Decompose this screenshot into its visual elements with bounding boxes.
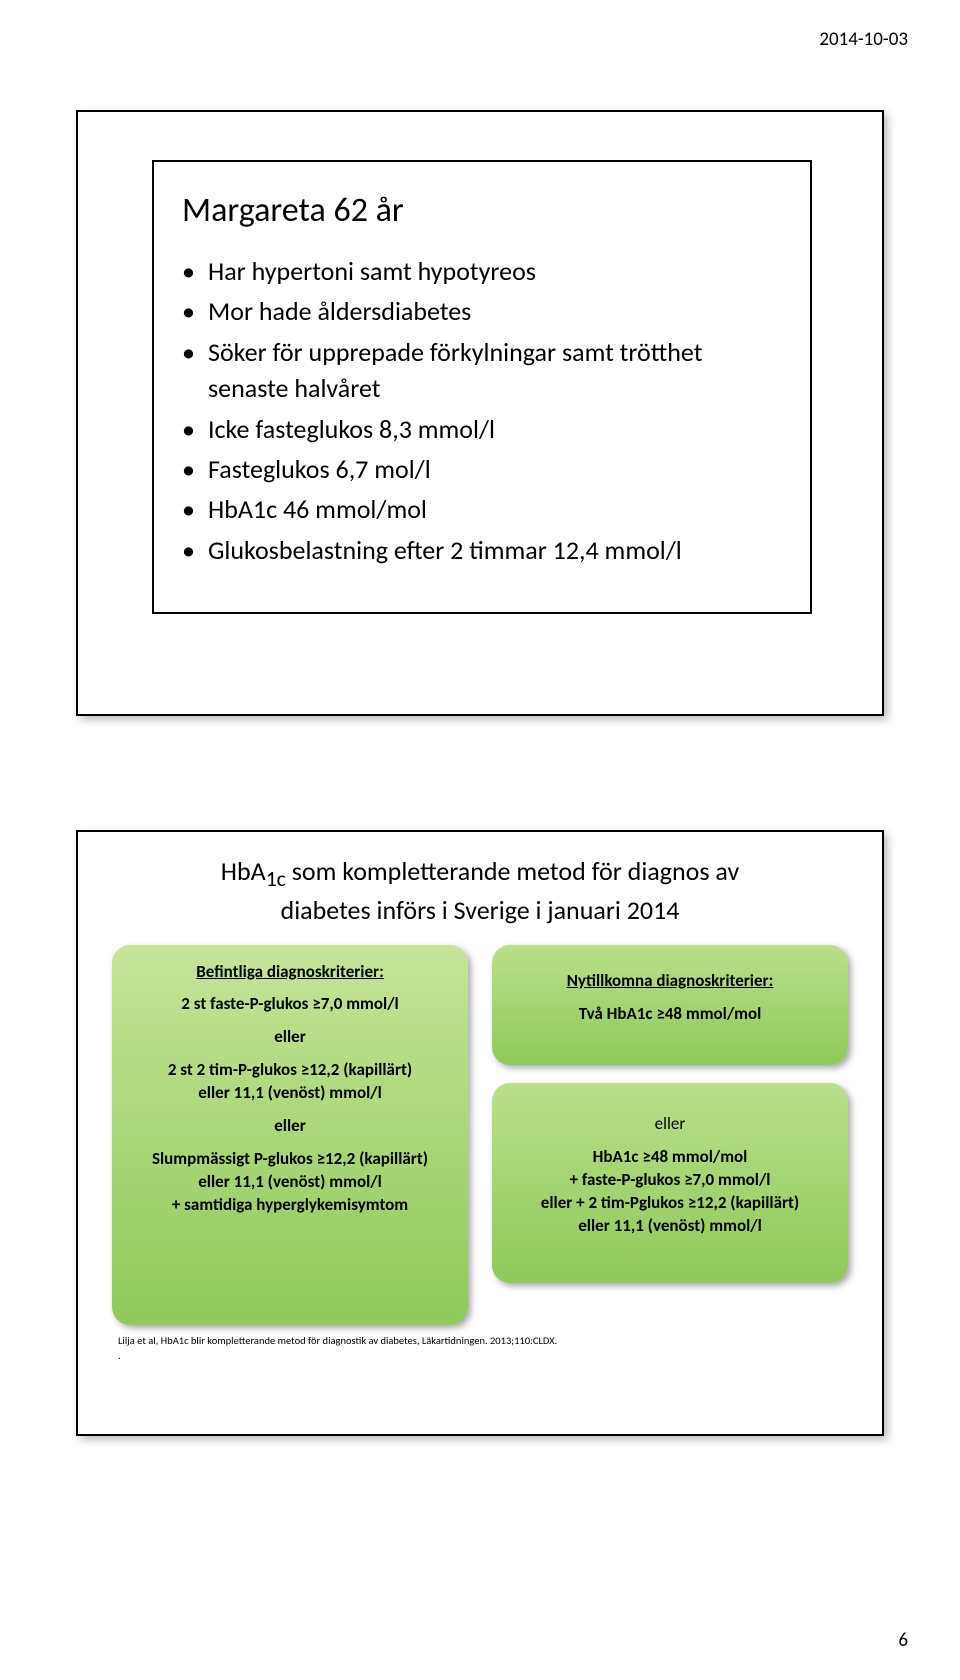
citation: Lilja et al, HbA1c blir kompletterande m… <box>78 1325 882 1365</box>
citation-text: Lilja et al, HbA1c blir kompletterande m… <box>118 1334 557 1347</box>
bullet-item: Mor hade åldersdiabetes <box>182 293 786 329</box>
title-subscript: 1c <box>266 865 286 892</box>
criteria-text: HbA1c ≥48 mmol/mol <box>593 1146 748 1167</box>
criteria-columns: Befintliga diagnoskriterier: 2 st faste-… <box>78 929 882 1325</box>
criteria-line: Slumpmässigt P-glukos ≥12,2 (kapillärt) … <box>124 1148 456 1217</box>
criteria-line: HbA1c ≥48 mmol/mol + faste-P-glukos ≥7,0… <box>504 1146 836 1238</box>
criteria-line: Två HbA1c ≥48 mmol/mol <box>504 1003 836 1026</box>
bullet-item: Icke fasteglukos 8,3 mmol/l <box>182 411 786 447</box>
criteria-text: eller 11,1 (venöst) mmol/l <box>198 1171 382 1192</box>
box-header: Nytillkomna diagnoskriterier: <box>504 970 836 993</box>
criteria-text: Slumpmässigt P-glukos ≥12,2 (kapillärt) <box>152 1148 428 1169</box>
slide-2-title: HbA1c som kompletterande metod för diagn… <box>78 832 882 929</box>
existing-criteria-box: Befintliga diagnoskriterier: 2 st faste-… <box>112 945 468 1325</box>
title-part: HbA <box>221 855 266 887</box>
criteria-or: eller <box>124 1026 456 1049</box>
bullet-item: Söker för upprepade förkylningar samt tr… <box>182 334 786 407</box>
slide-1-content-frame: Margareta 62 år Har hypertoni samt hypot… <box>152 160 812 614</box>
criteria-text: 2 st 2 tim-P-glukos ≥12,2 (kapillärt) <box>168 1059 412 1080</box>
criteria-text: eller 11,1 (venöst) mmol/l <box>198 1082 382 1103</box>
bullet-item: Glukosbelastning efter 2 timmar 12,4 mmo… <box>182 532 786 568</box>
new-criteria-box-2: eller HbA1c ≥48 mmol/mol + faste-P-gluko… <box>492 1083 848 1283</box>
criteria-text: + faste-P-glukos ≥7,0 mmol/l <box>570 1169 771 1190</box>
slide-1: Margareta 62 år Har hypertoni samt hypot… <box>76 110 884 716</box>
bullet-item: HbA1c 46 mmol/mol <box>182 491 786 527</box>
page-number: 6 <box>898 1629 908 1652</box>
header-date: 2014-10-03 <box>819 28 908 51</box>
criteria-text: eller 11,1 (venöst) mmol/l <box>578 1215 762 1236</box>
new-criteria-column: Nytillkomna diagnoskriterier: Två HbA1c … <box>492 945 848 1325</box>
bullet-item: Har hypertoni samt hypotyreos <box>182 253 786 289</box>
slide-1-bullet-list: Har hypertoni samt hypotyreos Mor hade å… <box>182 253 786 568</box>
criteria-line: 2 st faste-P-glukos ≥7,0 mmol/l <box>124 993 456 1016</box>
criteria-line: 2 st 2 tim-P-glukos ≥12,2 (kapillärt) el… <box>124 1059 456 1105</box>
new-criteria-box-1: Nytillkomna diagnoskriterier: Två HbA1c … <box>492 945 848 1065</box>
box-header: Befintliga diagnoskriterier: <box>124 961 456 984</box>
slide-2: HbA1c som kompletterande metod för diagn… <box>76 830 884 1436</box>
criteria-text: + samtidiga hyperglykemisymtom <box>172 1194 408 1215</box>
slide-1-title: Margareta 62 år <box>182 190 786 231</box>
criteria-text: eller + 2 tim-Pglukos ≥12,2 (kapillärt) <box>541 1192 799 1213</box>
title-line-2: diabetes införs i Sverige i januari 2014 <box>281 894 680 926</box>
bullet-item: Fasteglukos 6,7 mol/l <box>182 451 786 487</box>
title-part: som kompletterande metod för diagnos av <box>286 855 739 887</box>
criteria-or: eller <box>504 1113 836 1136</box>
criteria-or: eller <box>124 1115 456 1138</box>
citation-dot: . <box>118 1349 121 1362</box>
